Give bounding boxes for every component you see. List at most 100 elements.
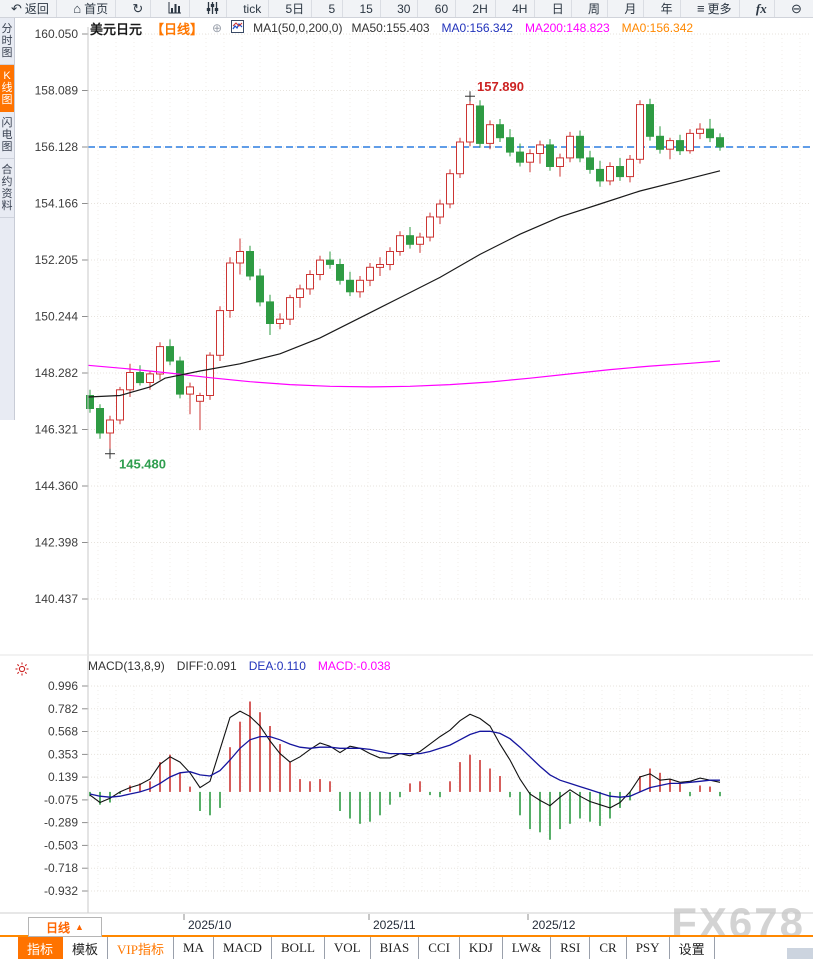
toolbar-label: 30 bbox=[397, 1, 411, 16]
toolbar-button-日[interactable]: 日 bbox=[545, 0, 572, 17]
toolbar-button-年[interactable]: 年 bbox=[654, 0, 681, 17]
candle-settings-button[interactable] bbox=[199, 0, 227, 17]
toolbar-label: 周 bbox=[588, 2, 601, 16]
period-button-label: 日线 bbox=[46, 920, 71, 935]
toolbar-button-30[interactable]: 30 bbox=[390, 0, 419, 17]
svg-text:2025/12: 2025/12 bbox=[532, 918, 576, 932]
toolbar-label: 5日 bbox=[285, 2, 305, 16]
indicator-tab-RSI[interactable]: RSI bbox=[551, 937, 591, 959]
svg-text:2025/11: 2025/11 bbox=[373, 918, 416, 932]
home-button[interactable]: ⌂ 首页 bbox=[66, 0, 117, 17]
toolbar-label: 返回 bbox=[24, 2, 49, 16]
indicator-tab-KDJ[interactable]: KDJ bbox=[460, 937, 503, 959]
toolbar-button-2H[interactable]: 2H bbox=[465, 0, 496, 17]
axis-frame bbox=[0, 27, 813, 914]
svg-text:142.398: 142.398 bbox=[35, 536, 79, 550]
price-annotations: 157.890 145.480 bbox=[105, 79, 524, 472]
sidebar-tab-分时图[interactable]: 分 时 图 bbox=[0, 18, 14, 65]
ma-formula: MA1(50,0,200,0) bbox=[253, 21, 343, 35]
svg-text:-0.718: -0.718 bbox=[44, 861, 78, 875]
toolbar-label: 2H bbox=[472, 1, 488, 16]
svg-text:2025/10: 2025/10 bbox=[188, 918, 232, 932]
toolbar-button-fx[interactable]: fx bbox=[749, 0, 775, 17]
svg-text:-0.932: -0.932 bbox=[44, 884, 78, 898]
bottom-tabbar: 指标 模板 VIP指标 MA MACD BOLL VOL BIAS CCI KDJ LW& RSI CR… bbox=[0, 937, 813, 959]
svg-text:156.128: 156.128 bbox=[35, 140, 79, 154]
svg-text:157.890: 157.890 bbox=[477, 79, 524, 94]
back-arrow-button[interactable]: ↶ 返回 bbox=[4, 0, 57, 17]
candles bbox=[86, 96, 724, 454]
indicator-tab-BOLL[interactable]: BOLL bbox=[272, 937, 325, 959]
svg-text:160.050: 160.050 bbox=[35, 27, 79, 41]
svg-text:145.480: 145.480 bbox=[119, 457, 166, 472]
toolbar-button-tick[interactable]: tick bbox=[236, 0, 270, 17]
sidebar-tab-合约资料[interactable]: 合 约 资 料 bbox=[0, 159, 14, 218]
toolbar-button-4H[interactable]: 4H bbox=[505, 0, 536, 17]
circle-plus-icon[interactable]: ⊕ bbox=[212, 21, 223, 35]
svg-text:0.353: 0.353 bbox=[48, 747, 78, 761]
chart-header: 美元日元 【日线】 ⊕ MA1(50,0,200,0) MA50:155.403… bbox=[90, 20, 694, 37]
toolbar-button-5[interactable]: 5 bbox=[321, 0, 344, 17]
sidebar-tab-K线图[interactable]: K 线 图 bbox=[0, 65, 14, 112]
indicator-tab-PSY[interactable]: PSY bbox=[627, 937, 670, 959]
svg-text:154.166: 154.166 bbox=[35, 197, 79, 211]
ma-value: MA0:156.342 bbox=[621, 21, 694, 35]
toolbar-button-月[interactable]: 月 bbox=[617, 0, 645, 17]
corner-resize-grip[interactable] bbox=[787, 948, 813, 959]
tabbar-accent-divider bbox=[0, 935, 813, 937]
indicator-tab-LW&[interactable]: LW& bbox=[503, 937, 552, 959]
menu-button[interactable]: ≡ 更多 bbox=[690, 0, 740, 17]
svg-text:0.139: 0.139 bbox=[48, 770, 78, 784]
x-axis-dates: 2025/10 2025/11 2025/12 bbox=[183, 914, 576, 932]
candle-settings-icon bbox=[206, 1, 219, 16]
indicator-tab-BIAS[interactable]: BIAS bbox=[371, 937, 420, 959]
ma200-line bbox=[87, 360, 721, 388]
toolbar-label: 月 bbox=[624, 2, 637, 16]
toolbar-button-周[interactable]: 周 bbox=[581, 0, 609, 17]
toolbar-button-60[interactable]: 60 bbox=[428, 0, 457, 17]
svg-text:148.282: 148.282 bbox=[35, 366, 79, 380]
symbol-title: 美元日元 bbox=[90, 21, 143, 37]
top-toolbar: ↶ 返回 ⌂ 首页 ↻ tick 5日 5 15 30 60 2H 4H 日 周 月 年 ≡ 更多 fx ⊖ bbox=[0, 0, 813, 18]
macd-value: MACD(13,8,9) bbox=[88, 659, 165, 673]
mini-chart-icon[interactable] bbox=[231, 20, 245, 36]
svg-text:0.996: 0.996 bbox=[48, 679, 78, 693]
sidebar-tab-闪电图[interactable]: 闪 电 图 bbox=[0, 112, 14, 159]
toolbar-label: 首页 bbox=[84, 2, 109, 16]
bar-chart-button[interactable] bbox=[161, 0, 190, 17]
toolbar-button-5日[interactable]: 5日 bbox=[278, 0, 313, 17]
indicator-tab-CR[interactable]: CR bbox=[590, 937, 627, 959]
svg-text:150.244: 150.244 bbox=[35, 310, 79, 324]
refresh-button[interactable]: ↻ bbox=[125, 0, 152, 17]
svg-text:0.782: 0.782 bbox=[48, 702, 78, 716]
indicator-tab-VIP指标[interactable]: VIP指标 bbox=[108, 937, 174, 959]
bar-chart-icon bbox=[168, 1, 182, 16]
indicator-tab-MACD[interactable]: MACD bbox=[214, 937, 272, 959]
svg-text:-0.289: -0.289 bbox=[44, 816, 78, 830]
indicator-tab-VOL[interactable]: VOL bbox=[325, 937, 371, 959]
ma-value: MA0:156.342 bbox=[441, 21, 513, 35]
macd-value: DEA:0.110 bbox=[248, 659, 306, 673]
toolbar-label: tick bbox=[243, 1, 262, 16]
macd-dea-line bbox=[89, 730, 720, 798]
toolbar-label: 更多 bbox=[707, 2, 732, 16]
zoom-out-button[interactable]: ⊖ bbox=[784, 0, 809, 17]
macd-header: MACD(13,8,9) DIFF:0.091 DEA:0.110 MACD:-0.0… bbox=[88, 659, 391, 673]
indicator-tab-模板[interactable]: 模板 bbox=[63, 937, 109, 959]
svg-text:146.321: 146.321 bbox=[35, 423, 79, 437]
indicator-tab-设置[interactable]: 设置 bbox=[670, 937, 715, 959]
svg-text:140.437: 140.437 bbox=[35, 592, 79, 606]
indicator-tab-MA[interactable]: MA bbox=[174, 937, 214, 959]
toolbar-button-15[interactable]: 15 bbox=[352, 0, 381, 17]
toolbar-label: fx bbox=[755, 0, 767, 16]
indicator-sun-icon[interactable] bbox=[15, 662, 29, 679]
indicator-tab-指标[interactable]: 指标 bbox=[18, 937, 64, 959]
period-button[interactable]: 日线 ▲ bbox=[28, 917, 102, 937]
svg-text:144.360: 144.360 bbox=[35, 479, 79, 493]
svg-text:0.568: 0.568 bbox=[48, 725, 78, 739]
tabbar-spacer bbox=[0, 937, 18, 959]
svg-text:-0.075: -0.075 bbox=[44, 793, 78, 807]
indicator-tab-CCI[interactable]: CCI bbox=[419, 937, 460, 959]
